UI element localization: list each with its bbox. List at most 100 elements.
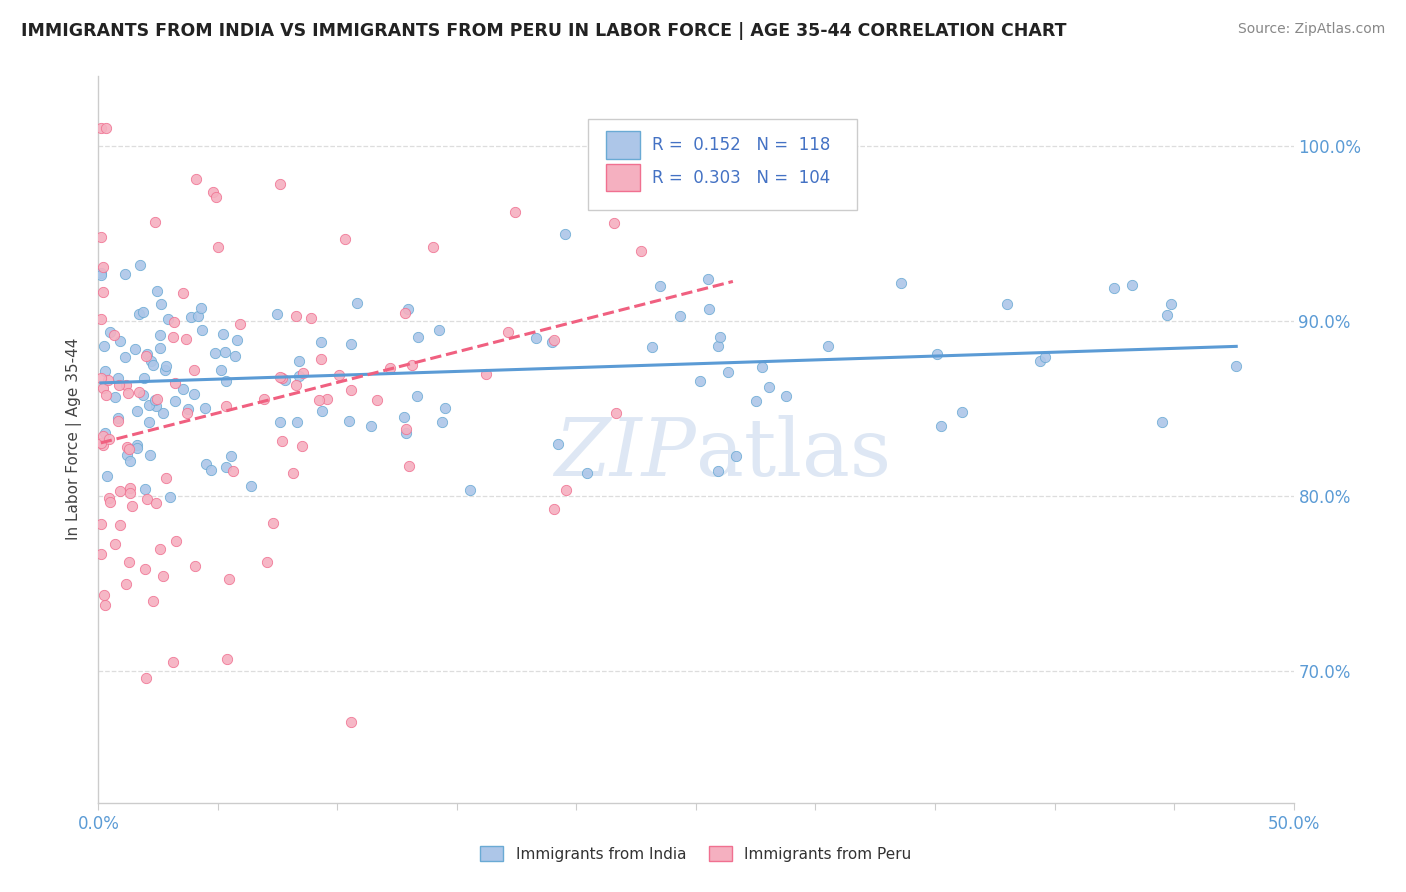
Point	[97, 433, 120, 447]
Point	[1121, 278, 1143, 293]
Point	[138, 415, 160, 429]
Point	[155, 359, 177, 373]
Point	[346, 296, 368, 310]
Point	[107, 410, 129, 425]
Point	[209, 363, 232, 377]
Point	[174, 332, 197, 346]
Point	[1033, 351, 1056, 365]
Point	[1029, 354, 1052, 368]
Point	[127, 404, 149, 418]
Point	[183, 363, 205, 377]
Point	[184, 172, 207, 186]
Point	[308, 393, 330, 408]
Point	[145, 399, 167, 413]
Point	[270, 434, 292, 449]
FancyBboxPatch shape	[589, 120, 858, 211]
Point	[434, 401, 457, 415]
Point	[96, 121, 118, 136]
Point	[194, 401, 217, 415]
Point	[135, 349, 157, 363]
Point	[540, 335, 562, 350]
Text: Source: ZipAtlas.com: Source: ZipAtlas.com	[1237, 22, 1385, 37]
Point	[215, 652, 238, 666]
Point	[108, 483, 131, 498]
Point	[190, 301, 212, 315]
Point	[396, 302, 419, 317]
Point	[146, 392, 169, 407]
Point	[641, 340, 664, 354]
Point	[128, 385, 150, 400]
Point	[547, 437, 569, 451]
Point	[1102, 280, 1125, 294]
Point	[135, 492, 157, 507]
Point	[162, 330, 184, 344]
Point	[214, 345, 236, 359]
Point	[149, 297, 172, 311]
Point	[94, 599, 117, 613]
Point	[172, 382, 194, 396]
Point	[360, 419, 382, 434]
Point	[995, 297, 1018, 311]
Point	[129, 258, 152, 272]
Point	[194, 458, 217, 472]
Point	[114, 350, 136, 364]
Point	[475, 367, 498, 381]
Point	[218, 572, 240, 586]
Text: R =  0.152   N =  118: R = 0.152 N = 118	[652, 136, 830, 154]
Point	[91, 381, 114, 395]
Point	[90, 516, 112, 531]
Point	[890, 276, 912, 290]
Point	[745, 394, 768, 409]
Point	[281, 466, 304, 480]
Y-axis label: In Labor Force | Age 35-44: In Labor Force | Age 35-44	[66, 338, 83, 541]
Point	[427, 323, 450, 337]
Point	[134, 370, 156, 384]
Bar	[606, 164, 640, 192]
Point	[138, 398, 160, 412]
Point	[215, 399, 238, 413]
Point	[274, 374, 297, 388]
Point	[145, 496, 167, 510]
Point	[229, 317, 252, 331]
Point	[107, 378, 129, 392]
Point	[316, 392, 339, 406]
Point	[200, 463, 222, 477]
Point	[162, 655, 184, 669]
Point	[309, 334, 332, 349]
Point	[143, 215, 166, 229]
Point	[337, 414, 360, 428]
Point	[165, 534, 187, 549]
Point	[211, 327, 233, 342]
Bar	[606, 131, 640, 159]
Point	[239, 479, 262, 493]
Point	[269, 416, 291, 430]
Point	[191, 322, 214, 336]
Point	[256, 555, 278, 569]
Point	[90, 229, 112, 244]
Point	[145, 284, 167, 298]
Point	[110, 334, 132, 348]
Point	[159, 490, 181, 504]
Point	[202, 185, 225, 199]
Point	[103, 327, 125, 342]
Point	[219, 449, 242, 463]
Point	[285, 309, 308, 323]
Point	[165, 376, 187, 390]
Point	[107, 414, 129, 428]
Point	[104, 390, 127, 404]
Point	[152, 406, 174, 420]
Point	[142, 359, 165, 373]
Point	[775, 389, 797, 403]
Point	[378, 360, 401, 375]
Point	[127, 441, 149, 455]
Point	[669, 309, 692, 323]
Point	[135, 347, 157, 361]
Point	[717, 365, 740, 379]
Point	[132, 304, 155, 318]
Point	[180, 310, 202, 325]
Point	[93, 589, 115, 603]
Point	[648, 279, 671, 293]
Point	[395, 425, 418, 440]
Text: atlas: atlas	[696, 415, 891, 493]
Point	[266, 307, 288, 321]
